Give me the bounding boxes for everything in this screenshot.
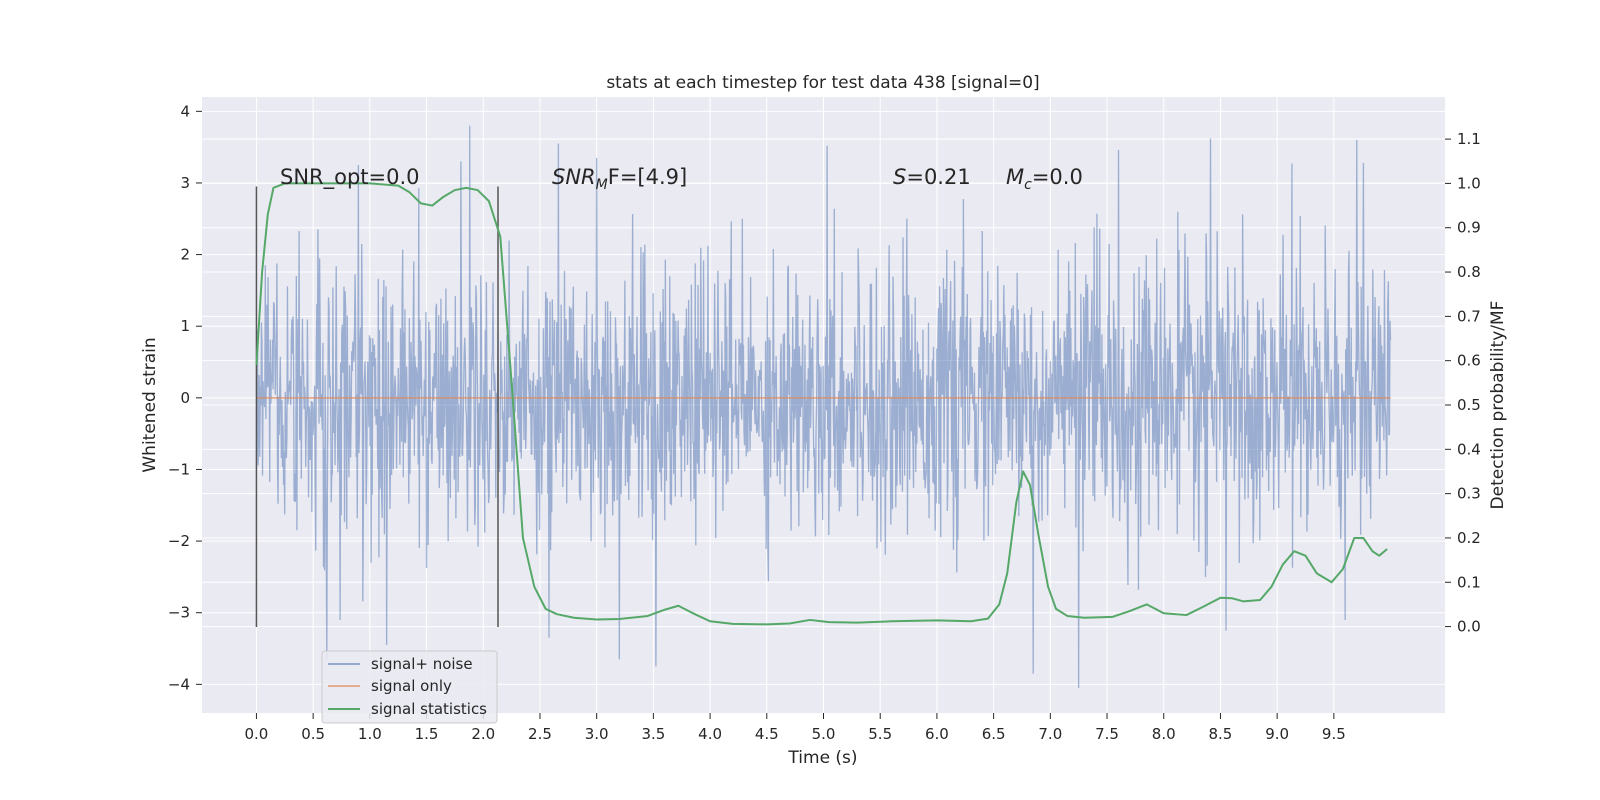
x-tick-label: 7.0 [1038,725,1062,743]
legend-label-signal-plus-noise: signal+ noise [371,655,473,673]
x-tick-label: 6.0 [925,725,949,743]
right-y-tick-label: 0.9 [1457,219,1481,237]
right-y-tick-label: 0.2 [1457,529,1481,547]
mc-value: =0.0 [1032,165,1083,189]
legend-label-signal-only: signal only [371,677,452,695]
x-tick-label: 2.0 [471,725,495,743]
mc-variable: M [1006,165,1024,189]
right-y-tick-label: 0.0 [1457,618,1481,636]
right-y-tick-label: 1.0 [1457,174,1481,192]
left-y-tick-label: −2 [168,532,190,550]
x-tick-label: 9.0 [1265,725,1289,743]
x-axis-label: Time (s) [787,748,857,768]
x-tick-label: 3.0 [585,725,609,743]
right-y-axis-label: Detection probability/MF [1488,301,1508,510]
x-tick-label: 1.5 [415,725,439,743]
x-tick-label: 2.5 [528,725,552,743]
x-tick-label: 0.0 [245,725,269,743]
x-tick-label: 5.0 [812,725,836,743]
snr-mf-rest: F=[4.9] [608,165,687,189]
x-tick-label: 8.5 [1209,725,1233,743]
legend-label-signal-statistics: signal statistics [371,700,487,718]
x-tick-label: 4.0 [698,725,722,743]
x-tick-label: 0.5 [301,725,325,743]
snr-mf-subscript: M [596,177,608,193]
x-tick-label: 8.0 [1152,725,1176,743]
right-y-tick-label: 0.7 [1457,307,1481,325]
right-y-axis-ticks: 0.0 0.1 0.2 0.3 0.4 0.5 0.6 0.7 0.8 0.9 1.0 1.1 [1445,130,1481,636]
left-y-tick-label: −3 [168,604,190,622]
left-y-axis-ticks: −4 −3 −2 −1 0 1 2 3 4 [168,102,202,693]
left-y-tick-label: 3 [180,174,190,192]
left-y-axis-label: Whitened strain [140,337,160,472]
snr-mf-annotation: SNRMF=[4.9] [552,165,687,193]
x-tick-label: 6.5 [982,725,1006,743]
legend-box [321,650,498,724]
right-y-tick-label: 0.5 [1457,396,1481,414]
x-tick-label: 1.0 [358,725,382,743]
left-y-tick-label: 4 [180,102,190,120]
right-y-tick-label: 0.6 [1457,352,1481,370]
left-y-tick-label: 0 [180,389,190,407]
left-y-tick-label: −1 [168,460,190,478]
left-y-tick-label: 1 [180,317,190,335]
x-tick-label: 4.5 [755,725,779,743]
signal-statistics-series [255,182,1388,626]
right-y-tick-label: 0.4 [1457,440,1481,458]
snr-opt-annotation: SNR_opt=0.0 [280,165,420,190]
right-y-tick-label: 0.3 [1457,485,1481,503]
signal-plus-noise-line [255,125,1392,688]
mc-subscript: c [1024,177,1032,193]
s-value: =0.21 [906,165,970,189]
x-tick-label: 9.5 [1322,725,1346,743]
left-y-tick-label: −4 [168,675,190,693]
right-y-tick-label: 0.8 [1457,263,1481,281]
legend: signal+ noise signal only signal statist… [321,650,498,724]
s-annotation: S=0.21 [893,165,971,189]
signal-plus-noise-series [255,125,1392,688]
chart-title: stats at each timestep for test data 438… [606,73,1039,93]
window-markers [255,186,499,628]
x-tick-label: 3.5 [641,725,665,743]
x-tick-label: 7.5 [1095,725,1119,743]
left-y-tick-label: 2 [180,246,190,264]
s-variable: S [893,165,906,189]
signal-statistics-line [255,182,1388,626]
mc-annotation: Mc=0.0 [1006,165,1083,193]
snr-mf-base: SNR [552,165,596,189]
right-y-tick-label: 1.1 [1457,130,1481,148]
x-tick-label: 5.5 [868,725,892,743]
x-axis-ticks: 0.0 0.5 1.0 1.5 2.0 2.5 3.0 3.5 4.0 4.5 5.0 5.5 6.0 6… [245,713,1346,743]
right-y-tick-label: 0.1 [1457,573,1481,591]
